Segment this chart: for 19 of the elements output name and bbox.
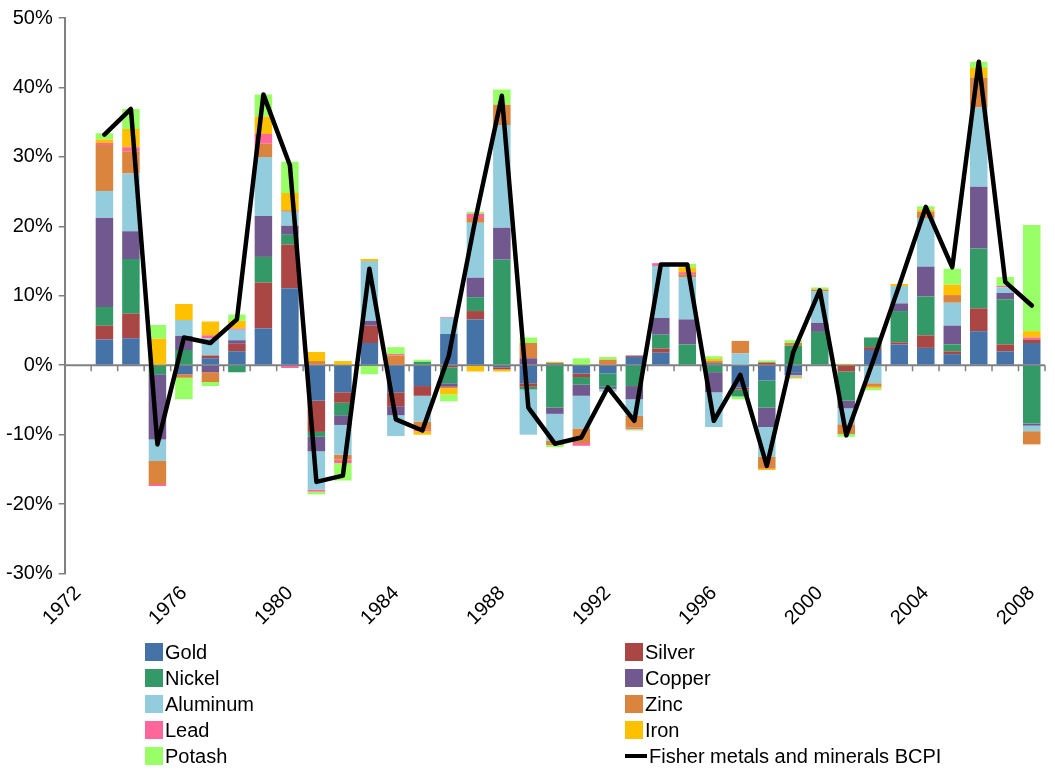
- legend-label: Lead: [165, 718, 210, 742]
- legend-label: Iron: [645, 718, 680, 742]
- legend-label: Potash: [165, 744, 228, 768]
- y-tick-label: -30%: [5, 561, 53, 584]
- legend-label: Silver: [645, 640, 696, 664]
- y-tick-label: 50%: [12, 5, 53, 28]
- legend-label: Copper: [645, 666, 711, 690]
- y-tick-label: 0%: [23, 352, 53, 375]
- y-tick-label: 10%: [12, 283, 53, 306]
- y-tick-label: -20%: [5, 491, 53, 514]
- legend-label: Aluminum: [165, 692, 254, 716]
- legend-label: Zinc: [645, 692, 683, 716]
- legend-label: Nickel: [165, 666, 220, 690]
- y-tick-label: 30%: [12, 144, 53, 167]
- legend-label: Gold: [165, 640, 208, 664]
- y-tick-label: 20%: [12, 213, 53, 236]
- legend-label: Fisher metals and minerals BCPI: [649, 744, 942, 768]
- y-tick-label: 40%: [12, 74, 53, 97]
- y-tick-label: -10%: [5, 422, 53, 445]
